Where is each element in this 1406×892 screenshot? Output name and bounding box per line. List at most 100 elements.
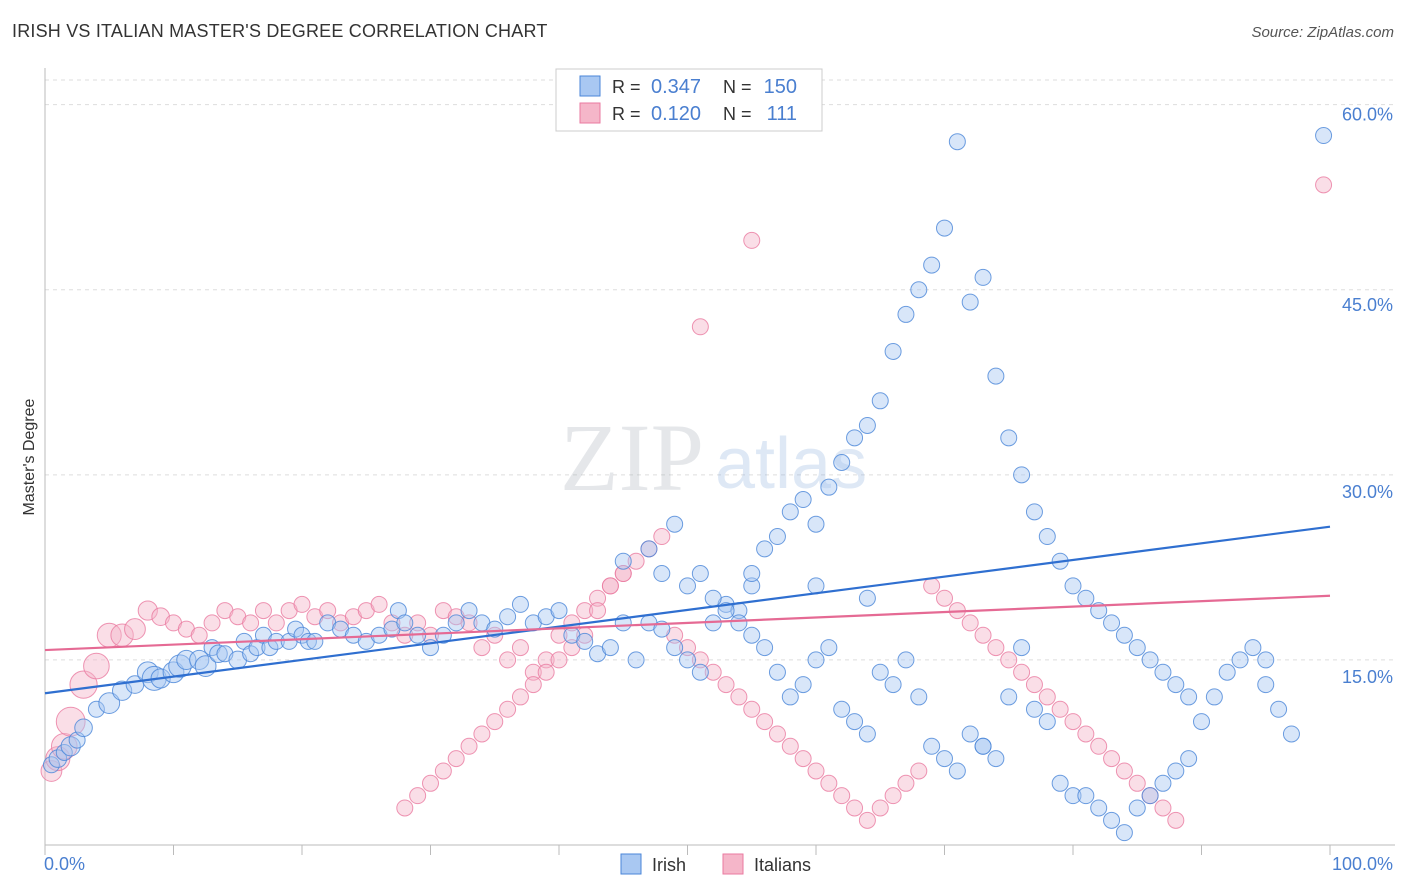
italians-point-90 xyxy=(923,577,941,595)
irish-point-69 xyxy=(768,663,786,681)
italians-point-78 xyxy=(537,663,555,681)
italians-point-44 xyxy=(589,589,607,607)
legend-n-value-1: 111 xyxy=(767,103,797,125)
italians-point-54 xyxy=(717,676,735,694)
italians-point-23 xyxy=(319,602,337,620)
italians-point-70 xyxy=(743,231,761,249)
irish-point-139 xyxy=(1000,429,1018,447)
irish-point-5 xyxy=(74,718,93,738)
irish-point-120 xyxy=(756,540,774,558)
irish-point-7 xyxy=(98,692,121,715)
irish-point-148 xyxy=(1115,626,1133,644)
irish-point-134 xyxy=(936,219,953,237)
legend-bottom-swatch-italians xyxy=(722,853,744,875)
irish-point-138 xyxy=(987,367,1005,385)
legend-top-swatch-irish xyxy=(579,75,601,97)
italians-point-10 xyxy=(151,607,170,627)
legend-top-swatch-italians xyxy=(579,102,601,124)
italians-point-51 xyxy=(679,639,696,657)
irish-point-157 xyxy=(858,589,876,607)
irish-point-119 xyxy=(743,577,761,595)
irish-point-76 xyxy=(858,725,876,743)
italians-point-73 xyxy=(601,577,619,595)
irish-point-3 xyxy=(60,736,81,757)
irish-point-115 xyxy=(691,565,709,583)
irish-point-128 xyxy=(858,416,876,434)
italians-point-87 xyxy=(422,774,439,792)
irish-point-84 xyxy=(961,725,979,743)
italians-point-83 xyxy=(473,725,491,743)
irish-point-123 xyxy=(794,491,812,509)
irish-point-52 xyxy=(550,602,568,620)
italians-point-53 xyxy=(704,663,722,681)
irish-point-99 xyxy=(1154,774,1172,792)
italians-point-68 xyxy=(897,774,915,792)
irish-point-124 xyxy=(807,515,825,533)
italians-point-97 xyxy=(1013,663,1031,681)
italians-point-18 xyxy=(254,602,272,620)
irish-point-132 xyxy=(910,281,928,299)
legend-bottom-label-irish: Irish xyxy=(652,855,686,875)
irish-point-86 xyxy=(987,750,1005,768)
irish-point-89 xyxy=(1025,700,1043,718)
irish-point-67 xyxy=(743,626,761,644)
italians-point-99 xyxy=(1038,688,1056,706)
irish-point-155 xyxy=(1257,651,1275,669)
italians-point-91 xyxy=(936,589,953,607)
irish-point-82 xyxy=(936,750,953,768)
legend-bottom-swatch-irish xyxy=(620,853,642,875)
italians-point-0 xyxy=(40,760,63,782)
italians-point-35 xyxy=(473,639,491,657)
irish-point-154 xyxy=(1315,127,1333,145)
italians-point-71 xyxy=(691,318,709,336)
italians-point-95 xyxy=(987,639,1005,657)
irish-point-118 xyxy=(730,614,748,632)
irish-point-141 xyxy=(1025,503,1043,521)
irish-point-74 xyxy=(833,700,851,718)
grid-lines xyxy=(45,79,1395,661)
irish-point-75 xyxy=(846,713,864,731)
series-italians-points xyxy=(40,176,1333,829)
italians-point-13 xyxy=(190,626,208,644)
irish-point-153 xyxy=(1180,688,1198,706)
italians-point-55 xyxy=(730,688,748,706)
italians-point-64 xyxy=(846,799,864,817)
italians-point-17 xyxy=(242,614,260,632)
irish-point-90 xyxy=(1038,713,1056,731)
italians-point-98 xyxy=(1025,676,1043,694)
italians-point-62 xyxy=(820,774,838,792)
irish-point-91 xyxy=(1051,774,1069,792)
x-tick-label-min: 0.0% xyxy=(44,854,85,874)
irish-point-77 xyxy=(871,663,889,681)
italians-point-101 xyxy=(1064,713,1082,731)
italians-point-19 xyxy=(267,614,285,632)
irish-point-92 xyxy=(1064,787,1082,805)
irish-point-111 xyxy=(640,540,658,558)
italians-point-103 xyxy=(1090,737,1108,755)
irish-point-78 xyxy=(884,676,902,694)
irish-point-104 xyxy=(1218,663,1236,681)
irish-point-114 xyxy=(679,577,696,595)
irish-point-43 xyxy=(434,626,452,644)
irish-point-47 xyxy=(486,620,504,638)
italians-point-39 xyxy=(524,663,542,681)
italians-point-74 xyxy=(589,602,607,620)
irish-point-32 xyxy=(306,632,324,650)
italians-point-59 xyxy=(781,737,799,755)
irish-point-149 xyxy=(1128,639,1146,657)
italians-point-2 xyxy=(50,732,78,760)
italians-point-96 xyxy=(1000,651,1018,669)
legend-n-value-0: 150 xyxy=(764,76,797,98)
irish-point-93 xyxy=(1077,787,1095,805)
italians-point-82 xyxy=(486,713,504,731)
italians-point-5 xyxy=(83,652,110,680)
watermark-atlas: atlas xyxy=(715,424,867,504)
x-tick-label-max: 100.0% xyxy=(1332,854,1393,874)
irish-point-135 xyxy=(948,133,966,151)
irish-point-150 xyxy=(1141,651,1159,669)
trend-lines xyxy=(44,525,1331,695)
y-tick-label-3: 60.0% xyxy=(1342,105,1393,125)
irish-point-94 xyxy=(1090,799,1108,817)
legend-bottom-label-italians: Italians xyxy=(754,855,811,875)
